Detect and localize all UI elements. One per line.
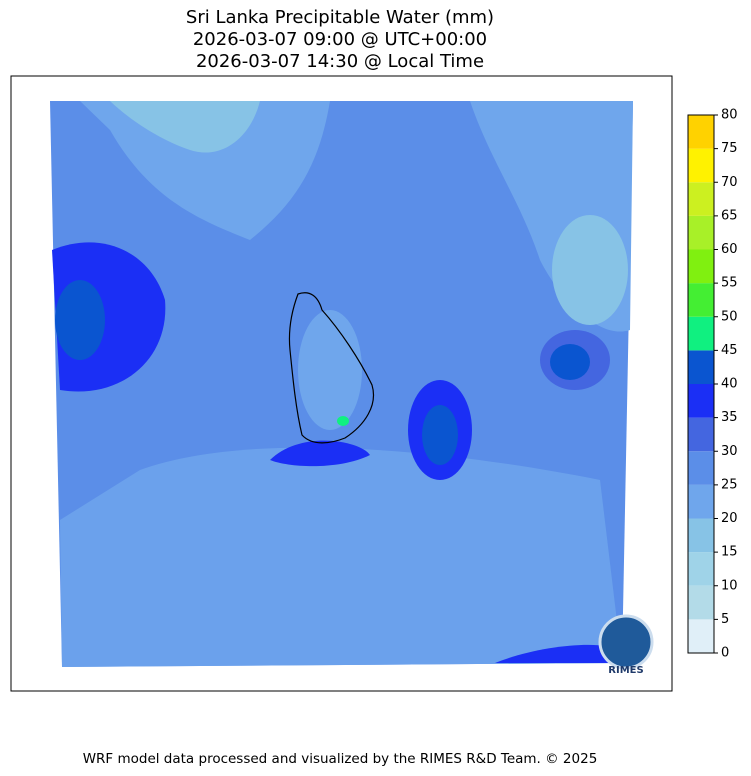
colorbar-tick-label: 25 <box>721 477 738 492</box>
colorbar-tick-label: 55 <box>721 276 738 291</box>
colorbar: 0 5 10 15 20 25 30 35 40 45 50 55 60 65 70 75 80 <box>687 108 738 661</box>
colorbar-band <box>688 316 714 351</box>
colorbar-tick-label: 20 <box>721 511 738 526</box>
colorbar-tick-label: 50 <box>721 309 738 324</box>
colorbar-band <box>688 283 714 317</box>
field <box>55 280 105 360</box>
colorbar-tick-label: 5 <box>721 612 729 627</box>
colorbar-band <box>688 585 714 620</box>
colorbar-band <box>688 148 714 183</box>
field <box>337 416 349 426</box>
title-line: Sri Lanka Precipitable Water (mm) <box>186 7 494 28</box>
colorbar-band <box>688 451 714 485</box>
colorbar-band <box>688 518 714 553</box>
logo-text: RIMES <box>608 665 643 676</box>
colorbar-band <box>688 350 714 384</box>
field <box>298 310 362 430</box>
field <box>60 447 622 667</box>
colorbar-band <box>688 215 714 250</box>
logo <box>598 614 654 670</box>
field <box>552 215 628 325</box>
field <box>80 101 330 240</box>
colorbar-band <box>688 384 714 418</box>
colorbar-tick-label: 40 <box>721 377 738 392</box>
colorbar-tick-label: 15 <box>721 545 738 560</box>
colorbar-band <box>688 417 714 452</box>
colorbar-band <box>688 552 714 586</box>
colorbar-band <box>688 619 714 653</box>
map: RIMES <box>10 75 673 692</box>
coastline <box>288 292 374 444</box>
colorbar-tick-label: 80 <box>721 108 738 123</box>
colorbar-tick-label: 45 <box>721 343 738 358</box>
colorbar-band <box>688 249 714 284</box>
colorbar-tick-label: 10 <box>721 578 738 593</box>
colorbar-tick-label: 0 <box>721 646 729 661</box>
field <box>495 644 622 663</box>
colorbar-tick-label: 70 <box>721 175 738 190</box>
colorbar-band <box>688 484 714 519</box>
field <box>110 101 260 153</box>
colorbar-band <box>688 115 714 149</box>
title-line: 2026-03-07 14:30 @ Local Time <box>196 51 484 72</box>
colorbar-band <box>688 182 714 216</box>
field <box>550 344 590 380</box>
colorbar-tick-label: 65 <box>721 208 738 223</box>
field <box>270 440 370 467</box>
colorbar-tick-label: 35 <box>721 410 738 425</box>
colorbar-tick-label: 30 <box>721 444 738 459</box>
colorbar-tick-label: 60 <box>721 242 738 257</box>
field <box>422 405 458 465</box>
colorbar-tick-label: 75 <box>721 141 738 156</box>
title-line: 2026-03-07 09:00 @ UTC+00:00 <box>193 29 487 50</box>
footer: WRF model data processed and visualized … <box>83 751 598 767</box>
